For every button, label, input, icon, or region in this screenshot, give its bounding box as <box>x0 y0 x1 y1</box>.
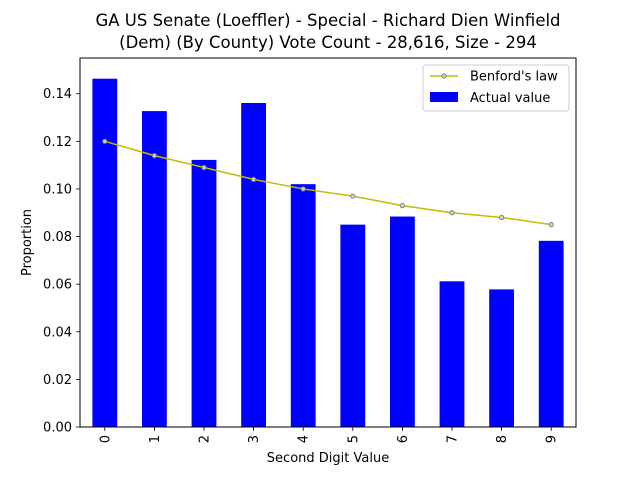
point-benford-3 <box>251 176 257 183</box>
legend-label-actual: Actual value <box>470 91 550 106</box>
y-tick-label-0.00: 0.00 <box>43 421 72 436</box>
y-tick-label-0.10: 0.10 <box>43 182 72 197</box>
legend-box <box>422 64 570 112</box>
chart-title-line-1: GA US Senate (Loeffler) - Special - Rich… <box>95 11 561 30</box>
point-benford-7 <box>449 210 455 216</box>
point-benford-4 <box>300 186 306 192</box>
y-tick-label-0.14: 0.14 <box>43 87 72 102</box>
x-tick-label-4: 4 <box>297 435 312 443</box>
legend-line-marker <box>441 73 447 79</box>
x-tick-label-8: 8 <box>495 435 510 443</box>
y-tick-label-0.06: 0.06 <box>43 278 72 293</box>
bar-actual-6 <box>390 216 415 427</box>
chart-title-line-2: (Dem) (By County) Vote Count - 28,616, S… <box>119 33 537 52</box>
plot-frame <box>79 57 577 428</box>
bar-actual-7 <box>439 281 465 427</box>
x-tick-label-9: 9 <box>545 435 560 443</box>
bar-actual-1 <box>142 111 167 428</box>
point-benford-0 <box>102 138 108 144</box>
bar-actual-5 <box>340 224 366 427</box>
y-tick-label-0.04: 0.04 <box>43 325 72 340</box>
bar-actual-2 <box>191 159 217 428</box>
bar-actual-3 <box>241 102 266 427</box>
point-benford-8 <box>498 214 505 221</box>
point-benford-1 <box>151 153 157 159</box>
bar-actual-8 <box>489 289 514 427</box>
legend-label-benford: Benford's law <box>470 70 558 85</box>
y-axis-label: Proportion <box>20 209 35 276</box>
x-tick-label-2: 2 <box>198 435 213 443</box>
bar-actual-9 <box>538 240 564 427</box>
x-tick-label-1: 1 <box>148 435 163 443</box>
point-benford-5 <box>350 193 356 199</box>
line-benford <box>104 140 552 226</box>
y-tick-label-0.12: 0.12 <box>43 135 72 150</box>
x-tick-label-3: 3 <box>247 435 262 443</box>
bar-actual-0 <box>92 78 118 428</box>
x-axis-label: Second Digit Value <box>267 451 389 466</box>
y-tick-label-0.08: 0.08 <box>43 230 72 245</box>
bar-actual-4 <box>290 184 316 427</box>
point-benford-2 <box>201 164 207 171</box>
legend-bar-swatch <box>430 92 458 102</box>
x-tick-label-0: 0 <box>98 435 113 443</box>
x-tick-label-5: 5 <box>346 435 361 443</box>
x-tick-label-7: 7 <box>446 435 461 443</box>
point-benford-9 <box>548 222 554 228</box>
y-tick-label-0.02: 0.02 <box>43 373 72 388</box>
point-benford-6 <box>399 203 405 209</box>
x-tick-label-6: 6 <box>396 435 411 443</box>
